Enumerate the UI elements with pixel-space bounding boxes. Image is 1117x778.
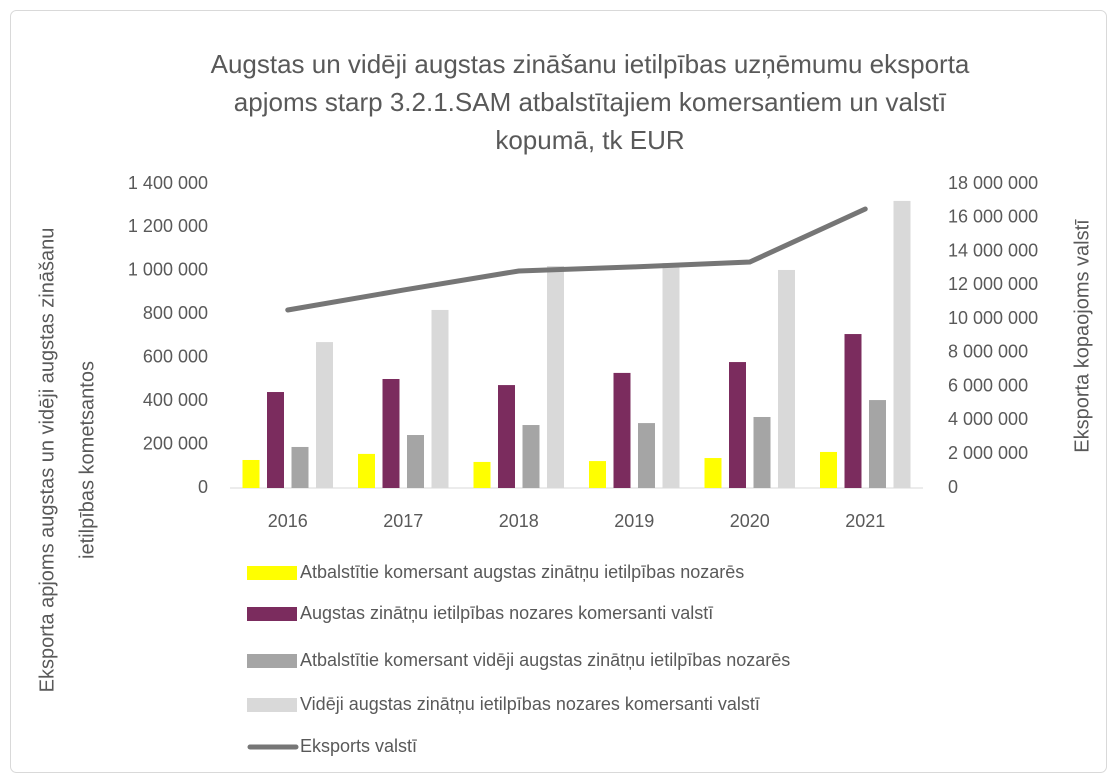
bar (753, 416, 771, 488)
legend-label: Atbalstītie komersant augstas zinātņu ie… (300, 562, 744, 582)
bar (547, 266, 564, 488)
x-tick-label: 2019 (614, 511, 654, 531)
bar (382, 378, 400, 488)
bar (638, 423, 655, 488)
y-tick-label: 200 000 (143, 433, 208, 453)
bar (662, 263, 680, 488)
bar (893, 200, 911, 489)
bar (431, 309, 449, 488)
bar (291, 446, 309, 488)
legend-label: Atbalstītie komersant vidēji augstas zin… (300, 650, 790, 670)
bar (316, 342, 333, 488)
bar (869, 400, 886, 488)
bar (704, 458, 722, 488)
x-tick-label: 2020 (730, 511, 770, 531)
y-tick-label: 1 400 000 (128, 173, 208, 193)
y2-tick-label: 16 000 000 (948, 207, 1038, 227)
bar (522, 425, 540, 488)
y2-tick-label: 8 000 000 (948, 342, 1028, 362)
bar (358, 453, 375, 488)
legend-label: Augstas zinātņu ietilpības nozares komer… (300, 603, 713, 623)
legend-label: Vidēji augstas zinātņu ietilpības nozare… (300, 694, 760, 714)
y-tick-label: 0 (198, 477, 208, 497)
y-tick-label: 600 000 (143, 346, 208, 366)
bar (589, 461, 606, 488)
bar (473, 461, 491, 488)
bar (498, 385, 515, 488)
chart-title: Augstas un vidēji augstas zināšanu ietil… (211, 49, 970, 79)
legend-swatch (247, 654, 297, 668)
bar (844, 334, 862, 488)
bar (242, 459, 260, 488)
y-axis-title: Eksporta apjoms augstas un vidēji augsta… (36, 228, 58, 693)
bar (267, 392, 284, 488)
bar (729, 362, 746, 488)
y2-tick-label: 4 000 000 (948, 409, 1028, 429)
bar (613, 372, 631, 488)
y-axis-title: ietilpības kometsantos (76, 361, 98, 559)
legend-label: Eksports valstī (300, 736, 417, 756)
x-tick-label: 2021 (845, 511, 885, 531)
legend-swatch (247, 566, 297, 580)
bar (820, 451, 837, 488)
bar (407, 435, 424, 488)
chart-title: kopumā, tk EUR (495, 125, 684, 155)
y2-tick-label: 2 000 000 (948, 443, 1028, 463)
y-tick-label: 400 000 (143, 390, 208, 410)
y2-tick-label: 0 (948, 477, 958, 497)
y-tick-label: 800 000 (143, 303, 208, 323)
legend-swatch (247, 607, 297, 621)
x-tick-label: 2017 (383, 511, 423, 531)
x-tick-label: 2018 (499, 511, 539, 531)
chart-title: apjoms starp 3.2.1.SAM atbalstītajiem ko… (234, 87, 947, 117)
y2-axis-title: Eksporta kopaojoms valstī (1071, 219, 1093, 453)
y2-tick-label: 10 000 000 (948, 308, 1038, 328)
bar (778, 269, 795, 488)
y-tick-label: 1 200 000 (128, 216, 208, 236)
y2-tick-label: 6 000 000 (948, 375, 1028, 395)
y2-tick-label: 18 000 000 (948, 173, 1038, 193)
y-tick-label: 1 000 000 (128, 260, 208, 280)
y2-tick-label: 14 000 000 (948, 240, 1038, 260)
y2-tick-label: 12 000 000 (948, 274, 1038, 294)
line (285, 206, 868, 313)
legend-swatch (247, 698, 297, 712)
x-tick-label: 2016 (268, 511, 308, 531)
